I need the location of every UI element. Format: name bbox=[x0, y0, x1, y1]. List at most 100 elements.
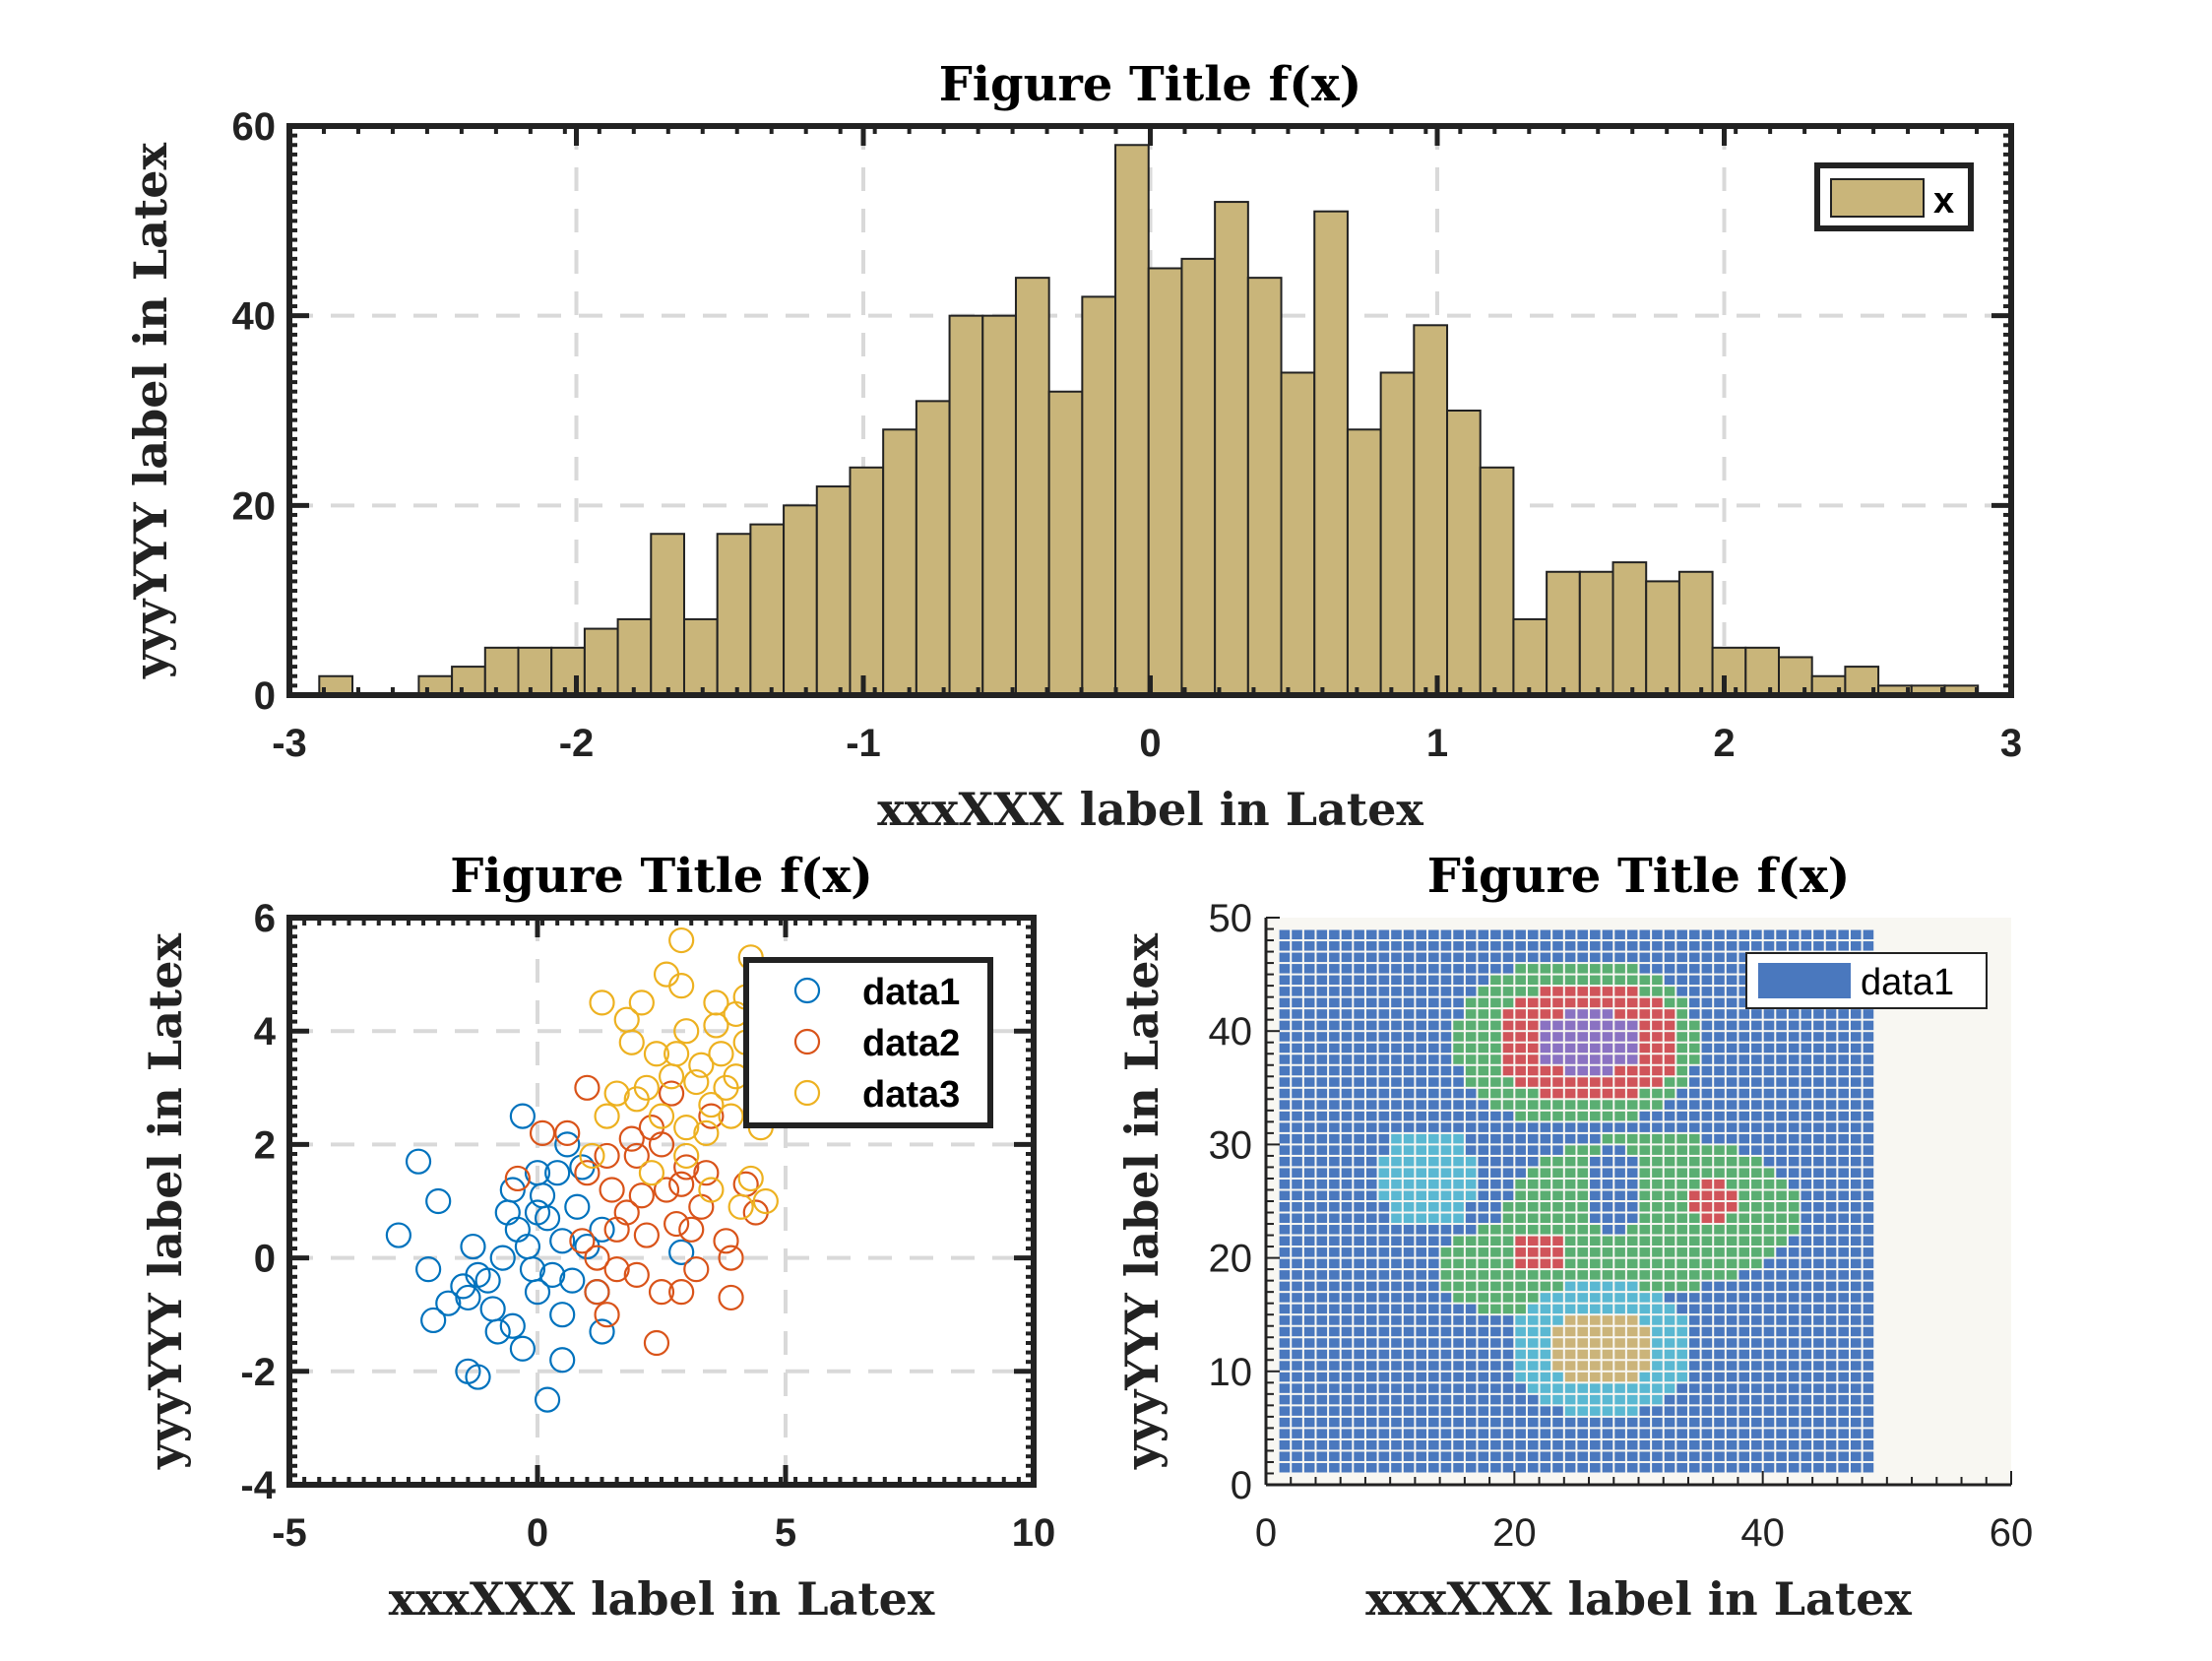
heatmap-cell bbox=[1602, 1122, 1613, 1132]
heatmap-cell bbox=[1626, 1270, 1638, 1280]
heatmap-cell bbox=[1354, 1338, 1364, 1348]
heatmap-cell bbox=[1639, 1009, 1651, 1019]
heatmap-cell bbox=[1552, 1032, 1563, 1042]
heatmap-cell bbox=[1590, 929, 1601, 940]
heatmap-cell bbox=[1626, 1054, 1638, 1064]
data2-point bbox=[623, 1261, 650, 1288]
heatmap-cell bbox=[1751, 1462, 1762, 1473]
heatmap-cell bbox=[1838, 1168, 1849, 1178]
heatmap-cell bbox=[1763, 1009, 1775, 1019]
heatmap-cell bbox=[1478, 1258, 1489, 1269]
heatmap-cell bbox=[1788, 1326, 1800, 1337]
heatmap-cell bbox=[1738, 1225, 1750, 1235]
heatmap-cell bbox=[1626, 1065, 1638, 1076]
heatmap-cell bbox=[1863, 1429, 1874, 1438]
heatmap-cell bbox=[1602, 1168, 1613, 1178]
heatmap-cell bbox=[1490, 941, 1501, 951]
heatmap-cell bbox=[1329, 1326, 1340, 1337]
heatmap-cell bbox=[1676, 1225, 1687, 1235]
heatmap-cell bbox=[1863, 929, 1874, 940]
heatmap-cell bbox=[1850, 1429, 1862, 1438]
heatmap-cell bbox=[1652, 964, 1663, 974]
heatmap-cell bbox=[1738, 997, 1750, 1008]
heatmap-cell bbox=[1751, 1451, 1762, 1461]
heatmap-cell bbox=[1701, 929, 1713, 940]
heatmap-cell bbox=[1329, 1236, 1340, 1246]
heatmap-cell bbox=[1453, 1145, 1464, 1155]
heatmap-cell bbox=[1714, 1088, 1725, 1099]
heatmap-cell bbox=[1378, 1032, 1390, 1042]
heatmap-cell bbox=[1738, 1338, 1750, 1348]
heatmap-cell bbox=[1465, 1338, 1477, 1348]
heatmap-cell bbox=[1527, 1088, 1539, 1099]
heatmap-cell bbox=[1614, 1315, 1625, 1325]
heatmap-cell bbox=[1602, 987, 1613, 996]
heatmap-cell bbox=[1365, 1281, 1377, 1292]
heatmap-cell bbox=[1850, 1122, 1862, 1132]
heatmap-cell bbox=[1813, 1326, 1824, 1337]
heatmap-cell bbox=[1341, 1077, 1353, 1087]
heatmap-cell bbox=[1453, 1372, 1464, 1382]
heatmap-cell bbox=[1825, 1145, 1837, 1155]
heatmap-cell bbox=[1813, 1281, 1824, 1292]
heatmap-cell bbox=[1490, 1326, 1501, 1337]
heatmap-cell bbox=[1788, 1247, 1800, 1257]
heatmap-cell bbox=[1453, 1133, 1464, 1144]
heatmap-cell bbox=[1527, 1462, 1539, 1473]
heatmap-cell bbox=[1776, 1202, 1787, 1212]
heatmap-cell bbox=[1391, 1361, 1402, 1371]
heatmap-cell bbox=[1776, 1020, 1787, 1031]
heatmap-cell bbox=[1726, 1372, 1738, 1382]
heatmap-cell bbox=[1502, 1417, 1514, 1428]
heatmap-cell bbox=[1763, 929, 1775, 940]
heatmap-cell bbox=[1316, 1190, 1328, 1200]
heatmap-cell bbox=[1440, 1065, 1452, 1076]
heatmap-cell bbox=[1577, 1383, 1589, 1393]
heatmap-cell bbox=[1813, 1394, 1824, 1405]
heatmap-cell bbox=[1801, 1133, 1812, 1144]
data1-point bbox=[479, 1296, 506, 1322]
heatmap-cell bbox=[1515, 1258, 1526, 1269]
heatmap-cell bbox=[1590, 1020, 1601, 1031]
heatmap-cell bbox=[1813, 929, 1824, 940]
heatmap-cell bbox=[1626, 1281, 1638, 1292]
heatmap-cell bbox=[1726, 964, 1738, 974]
heatmap-cell bbox=[1701, 1054, 1713, 1064]
heatmap-cell bbox=[1863, 1247, 1874, 1257]
heatmap-cell bbox=[1602, 1258, 1613, 1269]
data1-point bbox=[420, 1307, 447, 1334]
heatmap-cell bbox=[1465, 1315, 1477, 1325]
heatmap-cell bbox=[1701, 941, 1713, 951]
heatmap-cell bbox=[1564, 1462, 1576, 1473]
heatmap-cell bbox=[1590, 1190, 1601, 1200]
heatmap-cell bbox=[1416, 1451, 1427, 1461]
x-tick-label: -5 bbox=[272, 1511, 307, 1555]
histogram-bar bbox=[915, 400, 951, 696]
heatmap-cell bbox=[1440, 1417, 1452, 1428]
heatmap-cell bbox=[1440, 1032, 1452, 1042]
heatmap-cell bbox=[1552, 1338, 1563, 1348]
heatmap-cell bbox=[1428, 1225, 1439, 1235]
heatmap-cell bbox=[1540, 1394, 1551, 1405]
heatmap-cell bbox=[1490, 1439, 1501, 1450]
heatmap-cell bbox=[1714, 1417, 1725, 1428]
heatmap-cell bbox=[1863, 1383, 1874, 1393]
heatmap-cell bbox=[1577, 1462, 1589, 1473]
x-tick-label: 0 bbox=[527, 1511, 548, 1555]
heatmap-cell bbox=[1614, 975, 1625, 986]
heatmap-cell bbox=[1590, 941, 1601, 951]
heatmap-cell bbox=[1676, 1145, 1687, 1155]
heatmap-cell bbox=[1863, 1462, 1874, 1473]
heatmap-cell bbox=[1440, 1236, 1452, 1246]
data2-point bbox=[698, 1103, 725, 1129]
heatmap-cell bbox=[1577, 1100, 1589, 1110]
heatmap-cell bbox=[1602, 975, 1613, 986]
heatmap-cell bbox=[1465, 1270, 1477, 1280]
data2-point bbox=[594, 1302, 620, 1328]
heatmap-cell bbox=[1664, 1111, 1675, 1121]
heatmap-cell bbox=[1825, 1326, 1837, 1337]
heatmap-cell bbox=[1813, 1293, 1824, 1303]
heatmap-cell bbox=[1341, 1145, 1353, 1155]
heatmap-cell bbox=[1490, 1429, 1501, 1438]
heatmap-cell bbox=[1726, 1270, 1738, 1280]
